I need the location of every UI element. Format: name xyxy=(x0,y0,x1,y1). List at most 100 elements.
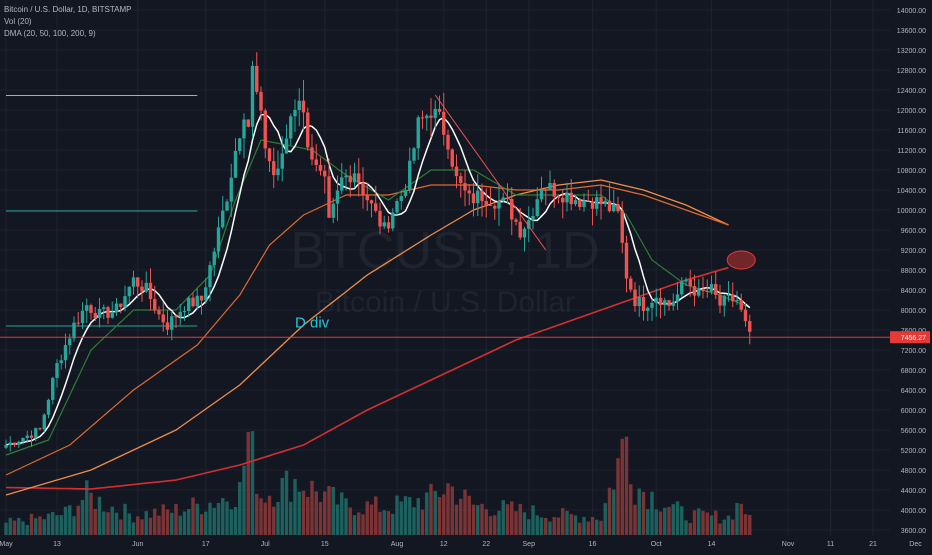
candle-body xyxy=(284,138,289,154)
time-tick-label: Aug xyxy=(391,541,404,548)
candle-body xyxy=(556,196,561,198)
volume-bar xyxy=(352,515,357,535)
candle-body xyxy=(323,170,327,177)
grid-lines xyxy=(0,0,916,535)
volume-bar xyxy=(233,506,238,535)
volume-bar xyxy=(327,486,331,535)
candle-body xyxy=(110,312,114,318)
candle-body xyxy=(484,200,488,205)
volume-bar xyxy=(743,514,748,535)
candle-body xyxy=(544,189,548,191)
volume-bar xyxy=(603,503,607,535)
volume-bar xyxy=(650,491,654,535)
candle-body xyxy=(514,219,518,222)
volume-bar xyxy=(38,516,42,535)
volume-bar xyxy=(425,492,429,535)
candle-body xyxy=(403,190,408,197)
symbol-title[interactable]: Bitcoin / U.S. Dollar, 1D, BITSTAMP xyxy=(4,5,132,14)
candle-body xyxy=(361,182,365,196)
volume-bar xyxy=(412,507,416,535)
price-tick-label: 11600.00 xyxy=(897,128,926,135)
volume-bar xyxy=(731,519,735,535)
volume-bar xyxy=(340,492,344,535)
dma-indicator-label[interactable]: DMA (20, 50, 100, 200, 9) xyxy=(4,29,96,38)
volume-bar xyxy=(119,519,123,535)
dma-200-line xyxy=(5,266,729,490)
candle-body xyxy=(340,177,344,191)
volume-bar xyxy=(667,506,671,535)
price-tick-label: 5600.00 xyxy=(901,428,926,435)
volume-bar xyxy=(344,498,348,535)
candle-body xyxy=(216,227,221,252)
volume-bar xyxy=(204,511,208,535)
candle-body xyxy=(675,294,680,302)
volume-indicator-label[interactable]: Vol (20) xyxy=(4,17,32,26)
candle-body xyxy=(595,197,599,209)
price-axis[interactable]: 14000.00 13600.00 13200.00 12800.00 12400.00… xyxy=(890,0,932,550)
time-tick-label: 14 xyxy=(708,541,716,548)
price-tick-label: 11200.00 xyxy=(897,148,926,155)
candle-body xyxy=(488,204,493,206)
volume-bar xyxy=(114,512,119,535)
volume-bar xyxy=(21,521,25,535)
candle-body xyxy=(153,299,157,311)
volume-bar xyxy=(416,498,420,535)
price-tick-label: 9600.00 xyxy=(901,228,926,235)
volume-bar xyxy=(276,501,280,535)
volume-bar xyxy=(97,496,102,535)
watermark-ticker: BTCUSD, 1D xyxy=(290,222,599,280)
price-tick-label: 4000.00 xyxy=(901,508,926,515)
volume-bar xyxy=(306,496,310,535)
volume-bar xyxy=(386,511,391,535)
candle-body xyxy=(480,190,484,201)
volume-bar xyxy=(599,520,603,535)
candle-body xyxy=(12,442,17,445)
candle-body xyxy=(535,199,539,216)
candle-body xyxy=(17,441,21,445)
volume-bar xyxy=(127,513,131,535)
volume-bar xyxy=(552,517,556,535)
volume-bar xyxy=(131,522,136,535)
volume-bar xyxy=(658,511,663,535)
trend-line[interactable] xyxy=(434,94,547,251)
volume-bar xyxy=(51,512,55,535)
candle-body xyxy=(199,295,204,301)
candle-body xyxy=(327,176,331,218)
volume-bar xyxy=(556,517,561,535)
candle-body xyxy=(573,200,578,205)
candle-body xyxy=(433,108,437,118)
volume-bar xyxy=(480,503,484,535)
drawings[interactable] xyxy=(0,94,890,338)
volume-bar xyxy=(238,482,242,535)
volume-bars xyxy=(4,431,752,535)
candle-body xyxy=(233,150,238,178)
volume-bar xyxy=(8,517,12,535)
candle-body xyxy=(314,159,318,165)
time-tick-label: 21 xyxy=(869,541,877,548)
volume-bar xyxy=(501,500,505,535)
volume-bar xyxy=(199,514,204,535)
candle-body xyxy=(459,176,463,184)
candle-body xyxy=(386,222,391,229)
volume-bar xyxy=(34,518,38,535)
volume-bar xyxy=(718,523,722,535)
candle-body xyxy=(735,300,739,302)
candle-body xyxy=(539,189,544,200)
volume-bar xyxy=(722,519,726,535)
volume-bar xyxy=(692,510,697,535)
candle-body xyxy=(144,282,148,292)
candle-body xyxy=(382,222,386,227)
volume-bar xyxy=(446,483,450,535)
highlight-ellipse[interactable] xyxy=(726,250,756,270)
candle-body xyxy=(165,322,170,330)
d-div-annotation[interactable]: D div xyxy=(295,315,330,332)
volume-bar xyxy=(539,517,544,535)
volume-bar xyxy=(544,517,548,535)
horizontal-lines[interactable] xyxy=(6,95,198,327)
volume-bar xyxy=(246,431,250,535)
candle-body xyxy=(463,183,467,191)
time-axis[interactable]: May 13 Jun 17 Jul 15 Aug 12 22 Sep 16 Oct 14 Nov 11 21 D… xyxy=(0,535,922,550)
volume-bar xyxy=(216,502,221,535)
